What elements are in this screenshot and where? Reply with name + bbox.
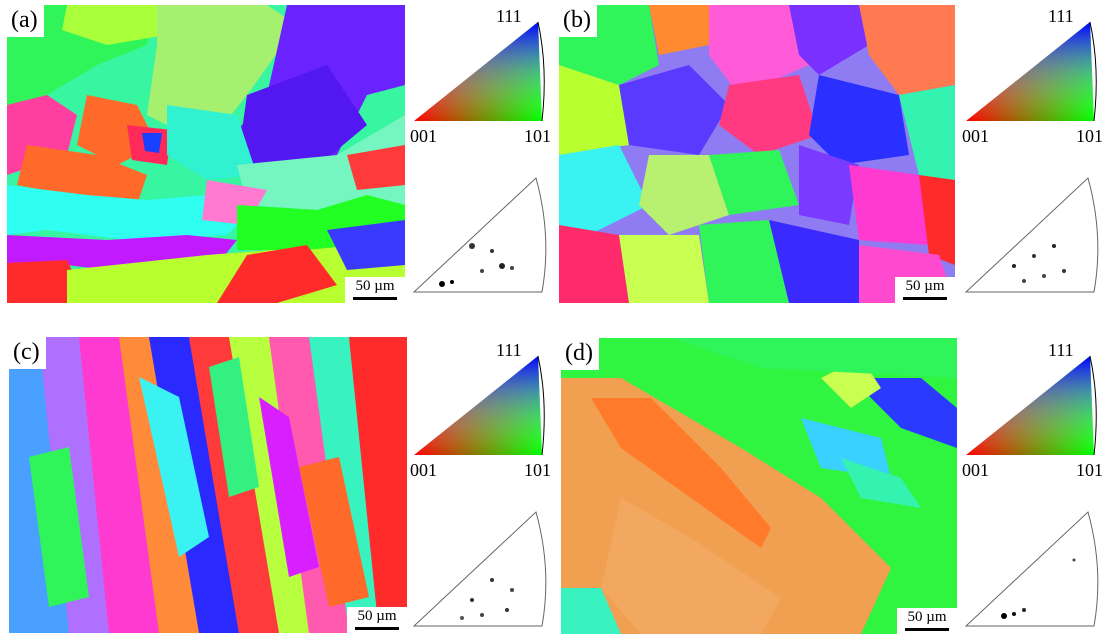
scale-bar-line	[353, 297, 397, 300]
ipf-101-label: 101	[1076, 126, 1103, 146]
ipf-001-label: 001	[410, 126, 437, 146]
ipf-001-label: 001	[962, 460, 989, 480]
scale-bar: 50 µm	[895, 277, 955, 303]
ipf-111-label: 111	[496, 340, 522, 360]
scale-bar: 50 µm	[347, 607, 407, 633]
ebsd-map-b: (b) 50 µm	[559, 5, 955, 303]
pole-figure	[412, 176, 552, 300]
pole-figure	[964, 510, 1104, 634]
scale-bar-label: 50 µm	[357, 608, 397, 624]
scale-bar-line	[905, 628, 949, 631]
ipf-101-label: 101	[524, 126, 551, 146]
scale-bar-line	[903, 297, 947, 300]
scale-bar-label: 50 µm	[905, 278, 945, 294]
orientation-map-image	[559, 5, 955, 303]
ipf-color-key	[964, 8, 1104, 148]
ipf-color-key	[964, 342, 1104, 482]
pole-figure	[412, 510, 552, 634]
ipf-111-label: 111	[1048, 6, 1074, 26]
ipf-101-label: 101	[1076, 460, 1103, 480]
ipf-001-label: 001	[962, 126, 989, 146]
ipf-111-label: 111	[496, 6, 522, 26]
ipf-111-label: 111	[1048, 340, 1074, 360]
scale-bar-line	[355, 627, 399, 630]
ipf-color-key	[412, 8, 552, 148]
ebsd-map-c: (c) 50 µm	[9, 337, 407, 633]
scale-bar-label: 50 µm	[907, 609, 947, 625]
ebsd-map-d: (d) 50 µm	[561, 338, 957, 634]
scale-bar-label: 50 µm	[355, 278, 395, 294]
ipf-001-label: 001	[410, 460, 437, 480]
ipf-color-key	[412, 342, 552, 482]
orientation-map-image	[7, 5, 405, 303]
pole-figure	[964, 176, 1104, 300]
orientation-map-image	[561, 338, 957, 634]
orientation-map-image	[9, 337, 407, 633]
ipf-101-label: 101	[524, 460, 551, 480]
panel-label: (b)	[559, 5, 597, 37]
panel-label: (d)	[561, 338, 599, 370]
ebsd-map-a: (a) 50 µm	[7, 5, 405, 303]
scale-bar: 50 µm	[897, 608, 957, 634]
panel-label: (a)	[7, 5, 44, 37]
panel-label: (c)	[9, 337, 46, 369]
scale-bar: 50 µm	[345, 277, 405, 303]
